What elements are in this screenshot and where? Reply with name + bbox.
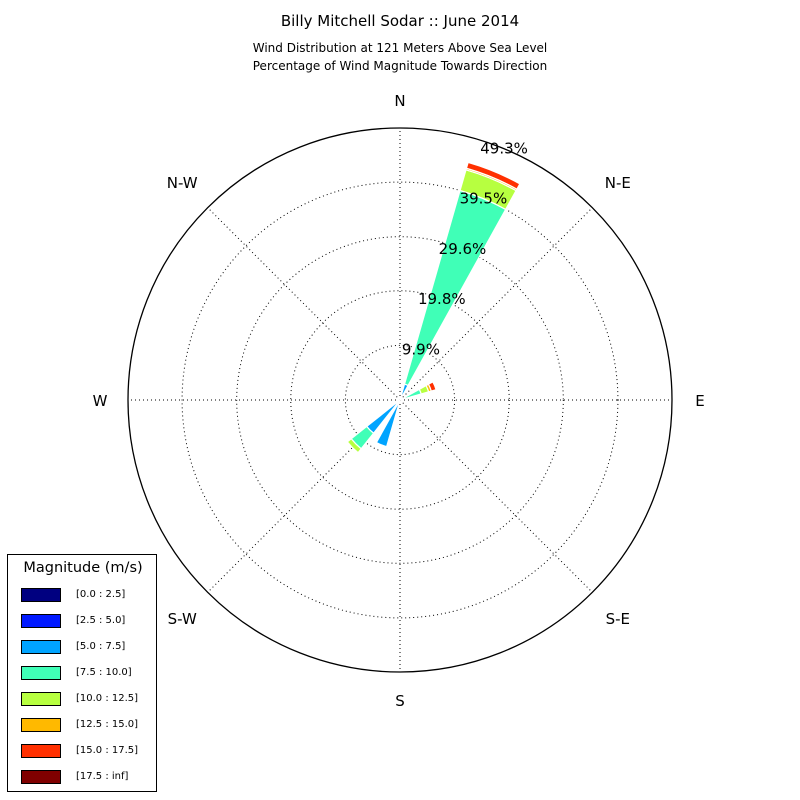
legend-label: [12.5 : 15.0] xyxy=(76,719,139,730)
legend-item: [12.5 : 15.0] xyxy=(8,717,158,735)
legend-swatch xyxy=(21,640,61,654)
direction-label-s: S xyxy=(395,692,405,710)
chart-subtitle-line-2: Percentage of Wind Magnitude Towards Dir… xyxy=(252,59,548,73)
legend-title: Magnitude (m/s) xyxy=(23,560,143,576)
legend-label: [5.0 : 7.5] xyxy=(76,641,126,652)
wedge-67.5-bin-6 xyxy=(427,380,437,392)
wedge-202.5-bin-2 xyxy=(375,401,400,448)
radial-grid-circle-3 xyxy=(181,181,619,619)
legend-label: [10.0 : 12.5] xyxy=(76,693,139,704)
legend: Magnitude (m/s) [0.0 : 2.5] [2.5 : 5.0] [5… xyxy=(7,554,157,792)
wedge-67.5-bin-3 xyxy=(404,388,422,400)
legend-swatch xyxy=(21,666,61,680)
radial-tick-label-4: 49.3% xyxy=(480,140,528,158)
legend-swatch xyxy=(21,718,61,732)
outer-circle xyxy=(127,127,673,673)
spoke-line-n-e xyxy=(399,207,593,401)
direction-label-w: W xyxy=(93,392,108,410)
legend-item: [17.5 : inf] xyxy=(8,769,158,787)
legend-item: [5.0 : 7.5] xyxy=(8,639,158,657)
direction-label-e: E xyxy=(695,392,704,410)
legend-item: [2.5 : 5.0] xyxy=(8,613,158,631)
radial-tick-label-2: 29.6% xyxy=(439,240,487,258)
legend-item: [7.5 : 10.0] xyxy=(8,665,158,683)
radial-grid-circle-1 xyxy=(290,290,510,510)
legend-item: [0.0 : 2.5] xyxy=(8,587,158,605)
legend-swatch xyxy=(21,588,61,602)
direction-label-s-e: S-E xyxy=(606,610,630,628)
legend-label: [0.0 : 2.5] xyxy=(76,589,126,600)
wedge-22.5-bin-6 xyxy=(465,161,521,190)
wedge-225-bin-4 xyxy=(346,437,363,454)
legend-item: [15.0 : 17.5] xyxy=(8,743,158,761)
direction-label-s-w: S-W xyxy=(168,610,197,628)
legend-label: [15.0 : 17.5] xyxy=(76,745,139,756)
direction-label-n-e: N-E xyxy=(605,174,631,192)
legend-label: [7.5 : 10.0] xyxy=(76,667,132,678)
legend-swatch xyxy=(21,614,61,628)
radial-tick-label-1: 19.8% xyxy=(418,290,466,308)
direction-label-n: N xyxy=(394,92,405,110)
radial-grid-circle-0 xyxy=(344,344,456,456)
legend-swatch xyxy=(21,744,61,758)
radial-grid-circle-2 xyxy=(236,236,564,564)
spoke-line-s-e xyxy=(399,399,593,593)
legend-swatch xyxy=(21,692,61,706)
legend-label: [17.5 : inf] xyxy=(76,771,129,782)
legend-item: [10.0 : 12.5] xyxy=(8,691,158,709)
spoke-line-n-w xyxy=(207,207,401,401)
legend-swatch xyxy=(21,770,61,784)
legend-label: [2.5 : 5.0] xyxy=(76,615,126,626)
chart-subtitle-line-1: Wind Distribution at 121 Meters Above Se… xyxy=(252,41,548,55)
direction-label-n-w: N-W xyxy=(167,174,198,192)
radial-tick-label-0: 9.9% xyxy=(402,341,440,359)
spoke-line-s-w xyxy=(207,399,401,593)
radial-tick-label-3: 39.5% xyxy=(460,190,508,208)
chart-title: Billy Mitchell Sodar :: June 2014 xyxy=(280,12,520,30)
